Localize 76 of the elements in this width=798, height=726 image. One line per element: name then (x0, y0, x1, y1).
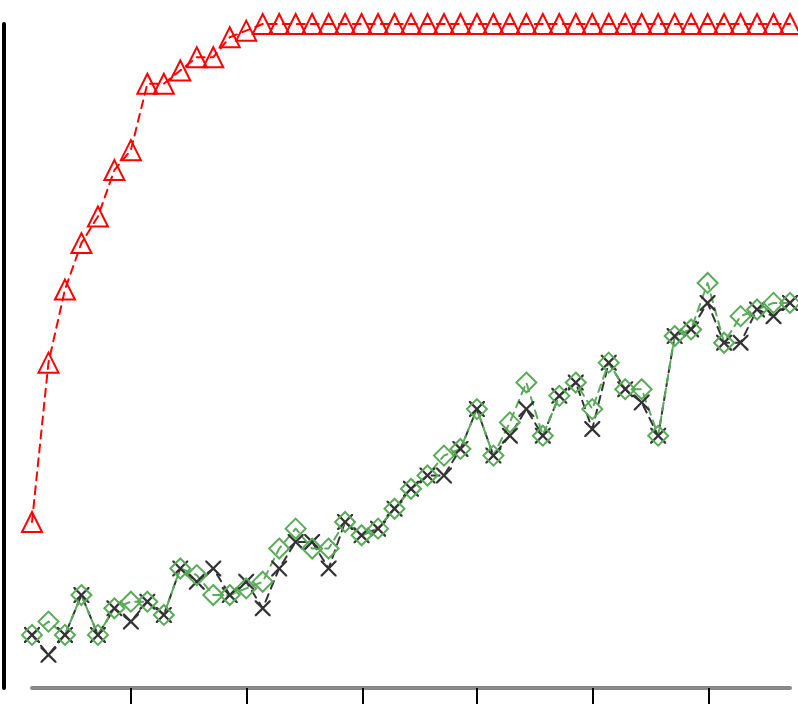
point (271, 560, 288, 577)
point (301, 537, 324, 560)
point (21, 511, 43, 533)
point (136, 72, 159, 95)
point (435, 467, 452, 484)
point (746, 13, 769, 35)
point (235, 19, 258, 42)
point (501, 427, 518, 444)
point (699, 294, 716, 311)
point (663, 13, 686, 35)
point (465, 13, 488, 35)
point (185, 564, 208, 587)
point (235, 577, 258, 600)
point (498, 13, 521, 35)
point (334, 13, 357, 35)
point (70, 232, 93, 255)
point (696, 271, 719, 294)
point (498, 411, 521, 434)
point (548, 13, 571, 35)
point (729, 305, 752, 328)
point (647, 13, 670, 35)
point (40, 646, 57, 663)
point (531, 13, 554, 35)
point (317, 13, 340, 35)
point (152, 72, 175, 95)
point (449, 13, 472, 35)
point (400, 13, 422, 35)
point (254, 600, 271, 617)
point (122, 613, 139, 630)
point (251, 13, 274, 35)
point (584, 421, 601, 438)
point (202, 46, 225, 69)
point (119, 590, 142, 613)
point (284, 13, 307, 35)
point (614, 13, 637, 35)
point (301, 13, 324, 35)
point (581, 398, 604, 421)
point (581, 13, 604, 35)
point (350, 13, 373, 35)
point (597, 13, 620, 35)
point (416, 13, 439, 35)
point (185, 46, 208, 69)
point (268, 537, 291, 560)
point (367, 13, 390, 35)
point (284, 517, 307, 540)
point (564, 13, 587, 35)
point (218, 26, 241, 49)
point (202, 584, 225, 607)
point (762, 291, 785, 314)
point (432, 13, 455, 35)
point (696, 13, 719, 35)
point (515, 371, 538, 394)
point (53, 278, 76, 301)
point (383, 13, 406, 35)
point (169, 59, 192, 82)
point (732, 334, 749, 351)
point (762, 13, 785, 35)
point (630, 13, 653, 35)
point (515, 13, 538, 35)
point (729, 13, 752, 35)
point (482, 13, 505, 35)
point (317, 537, 340, 560)
point (320, 560, 337, 577)
point (119, 139, 142, 162)
point (37, 610, 60, 633)
point (86, 205, 109, 228)
point (630, 378, 653, 401)
point (633, 394, 650, 411)
point (268, 13, 291, 35)
point (432, 444, 455, 467)
point (251, 570, 274, 593)
point (680, 13, 703, 35)
point (103, 159, 126, 182)
point (37, 351, 60, 374)
point (518, 401, 535, 418)
point (713, 13, 736, 35)
